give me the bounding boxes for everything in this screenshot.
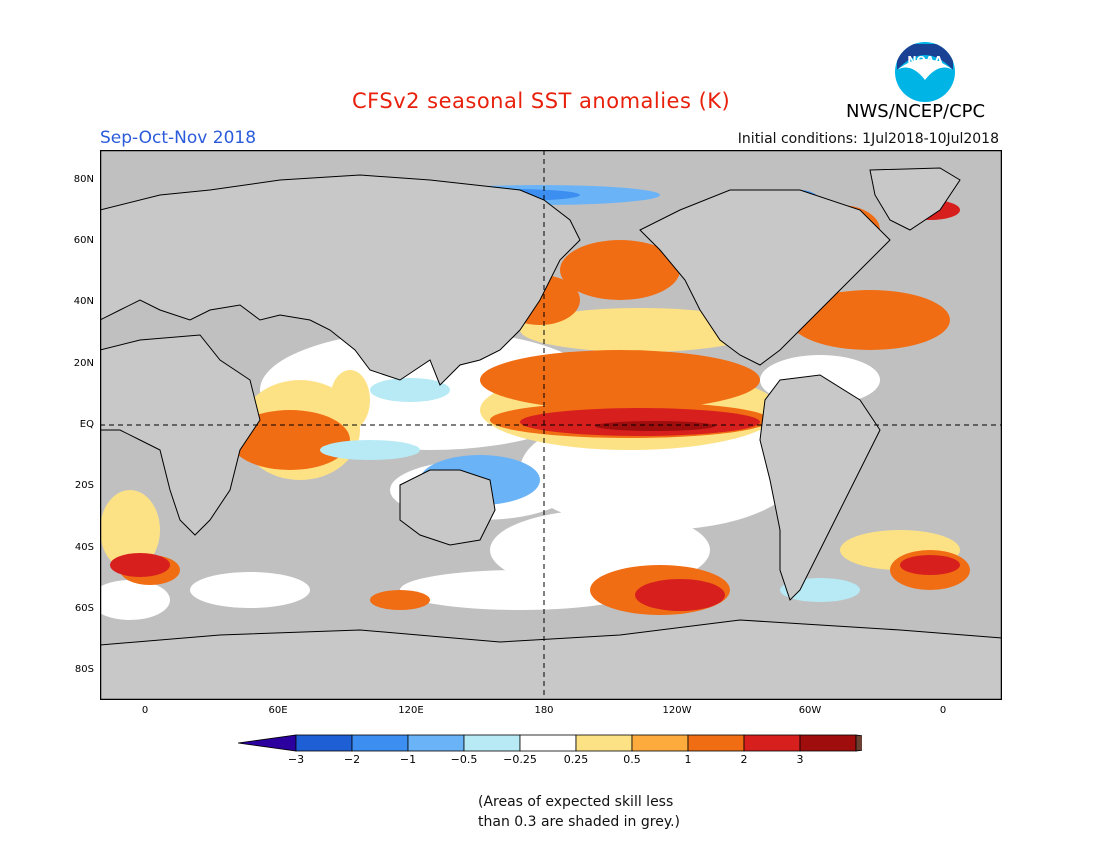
skill-note-line-1: (Areas of expected skill less [478, 794, 674, 810]
lon-label-60e: 60E [268, 705, 288, 716]
colorbar-label: −3 [287, 753, 305, 766]
australia-landmass [399, 469, 496, 546]
colorbar-segment [463, 734, 521, 752]
south-america-landmass [759, 374, 881, 601]
colorbar-label: 1 [684, 753, 692, 766]
lat-label-20n: 20N [73, 358, 94, 369]
colorbar-label: −0.5 [450, 753, 478, 766]
season-label: Sep-Oct-Nov 2018 [100, 128, 257, 148]
colorbar-label: −2 [343, 753, 361, 766]
lon-label-0: 0 [141, 705, 149, 716]
colorbar-segment [295, 734, 353, 752]
colorbar-max-triangle [855, 734, 862, 752]
continents [100, 167, 1002, 700]
lat-label-20s: 20S [74, 480, 94, 491]
antarctica-landmass [100, 619, 1002, 700]
initial-conditions-label: Initial conditions: 1Jul2018-10Jul2018 [737, 131, 999, 147]
colorbar-label: 3 [796, 753, 804, 766]
colorbar-label: −1 [399, 753, 417, 766]
agency-label: NWS/NCEP/CPC [846, 101, 986, 122]
sst-anomaly-map [100, 150, 1002, 700]
very-strong-warm-anomaly-regions [595, 421, 715, 431]
lat-label-60s: 60S [74, 603, 94, 614]
lat-label-80s: 80S [74, 664, 94, 675]
skill-note: (Areas of expected skill less than 0.3 a… [478, 792, 680, 832]
colorbar-label: 0.5 [623, 753, 641, 766]
colorbar-segment [631, 734, 689, 752]
colorbar [238, 734, 862, 752]
lon-label-60w: 60W [798, 705, 822, 716]
colorbar-segment [519, 734, 577, 752]
map-frame [100, 150, 1002, 700]
lon-label-0-east: 0 [939, 705, 947, 716]
colorbar-min-triangle [238, 734, 297, 752]
colorbar-label: 0.25 [563, 753, 589, 766]
colorbar-segment [743, 734, 801, 752]
logo-text: NOAA [907, 54, 943, 67]
lat-label-60n: 60N [73, 235, 94, 246]
lon-label-180: 180 [534, 705, 554, 716]
colorbar-segment [687, 734, 745, 752]
map-title: CFSv2 seasonal SST anomalies (K) [352, 89, 731, 113]
colorbar-segment [575, 734, 633, 752]
skill-note-line-2: than 0.3 are shaded in grey.) [478, 814, 681, 830]
lon-label-120e: 120E [398, 705, 424, 716]
colorbar-label: −0.25 [503, 753, 537, 766]
lat-label-40s: 40S [74, 542, 94, 553]
lat-label-eq: EQ [79, 419, 94, 430]
colorbar-segment [407, 734, 465, 752]
greenland-landmass [869, 167, 961, 231]
colorbar-segment [799, 734, 857, 752]
lat-label-40n: 40N [73, 296, 94, 307]
north-america-landmass [639, 189, 891, 366]
eurasia-landmass [100, 174, 581, 386]
colorbar-label: 2 [740, 753, 748, 766]
colorbar-segment [351, 734, 409, 752]
lon-label-120w: 120W [662, 705, 692, 716]
noaa-logo: NOAA [895, 42, 955, 102]
lat-label-80n: 80N [73, 174, 94, 185]
africa-landmass [100, 334, 261, 536]
